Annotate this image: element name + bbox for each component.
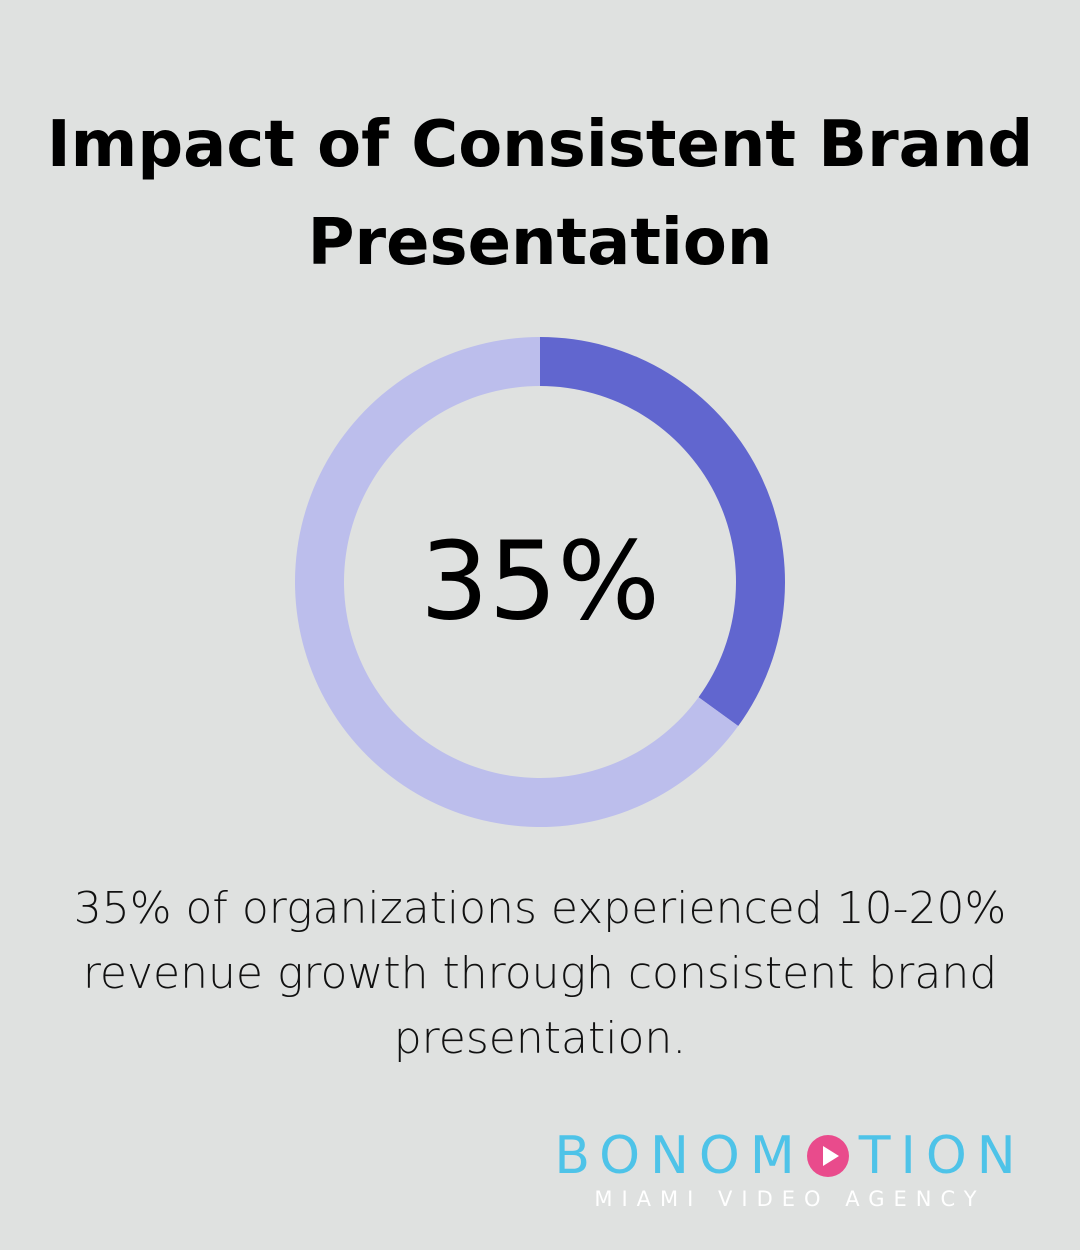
donut-segments xyxy=(295,337,785,827)
logo-tagline: MIAMI VIDEO AGENCY xyxy=(594,1187,986,1211)
chart-caption: 35% of organizations experienced 10-20% … xyxy=(73,883,1007,1064)
donut-segment-1 xyxy=(540,337,785,727)
logo-wordmark: BONOM TION xyxy=(540,1128,1040,1184)
logo-wordmark-start: BONOM xyxy=(554,1126,805,1186)
donut-center-label: 35% xyxy=(420,520,660,645)
page-title: Impact of Consistent Brand Presentation xyxy=(46,108,1034,280)
logo-wordmark-end: TION xyxy=(858,1126,1026,1186)
donut-chart: 35% xyxy=(295,337,785,827)
brand-logo: BONOM TION MIAMI VIDEO AGENCY xyxy=(540,1128,1040,1212)
play-circle-icon xyxy=(806,1135,849,1177)
